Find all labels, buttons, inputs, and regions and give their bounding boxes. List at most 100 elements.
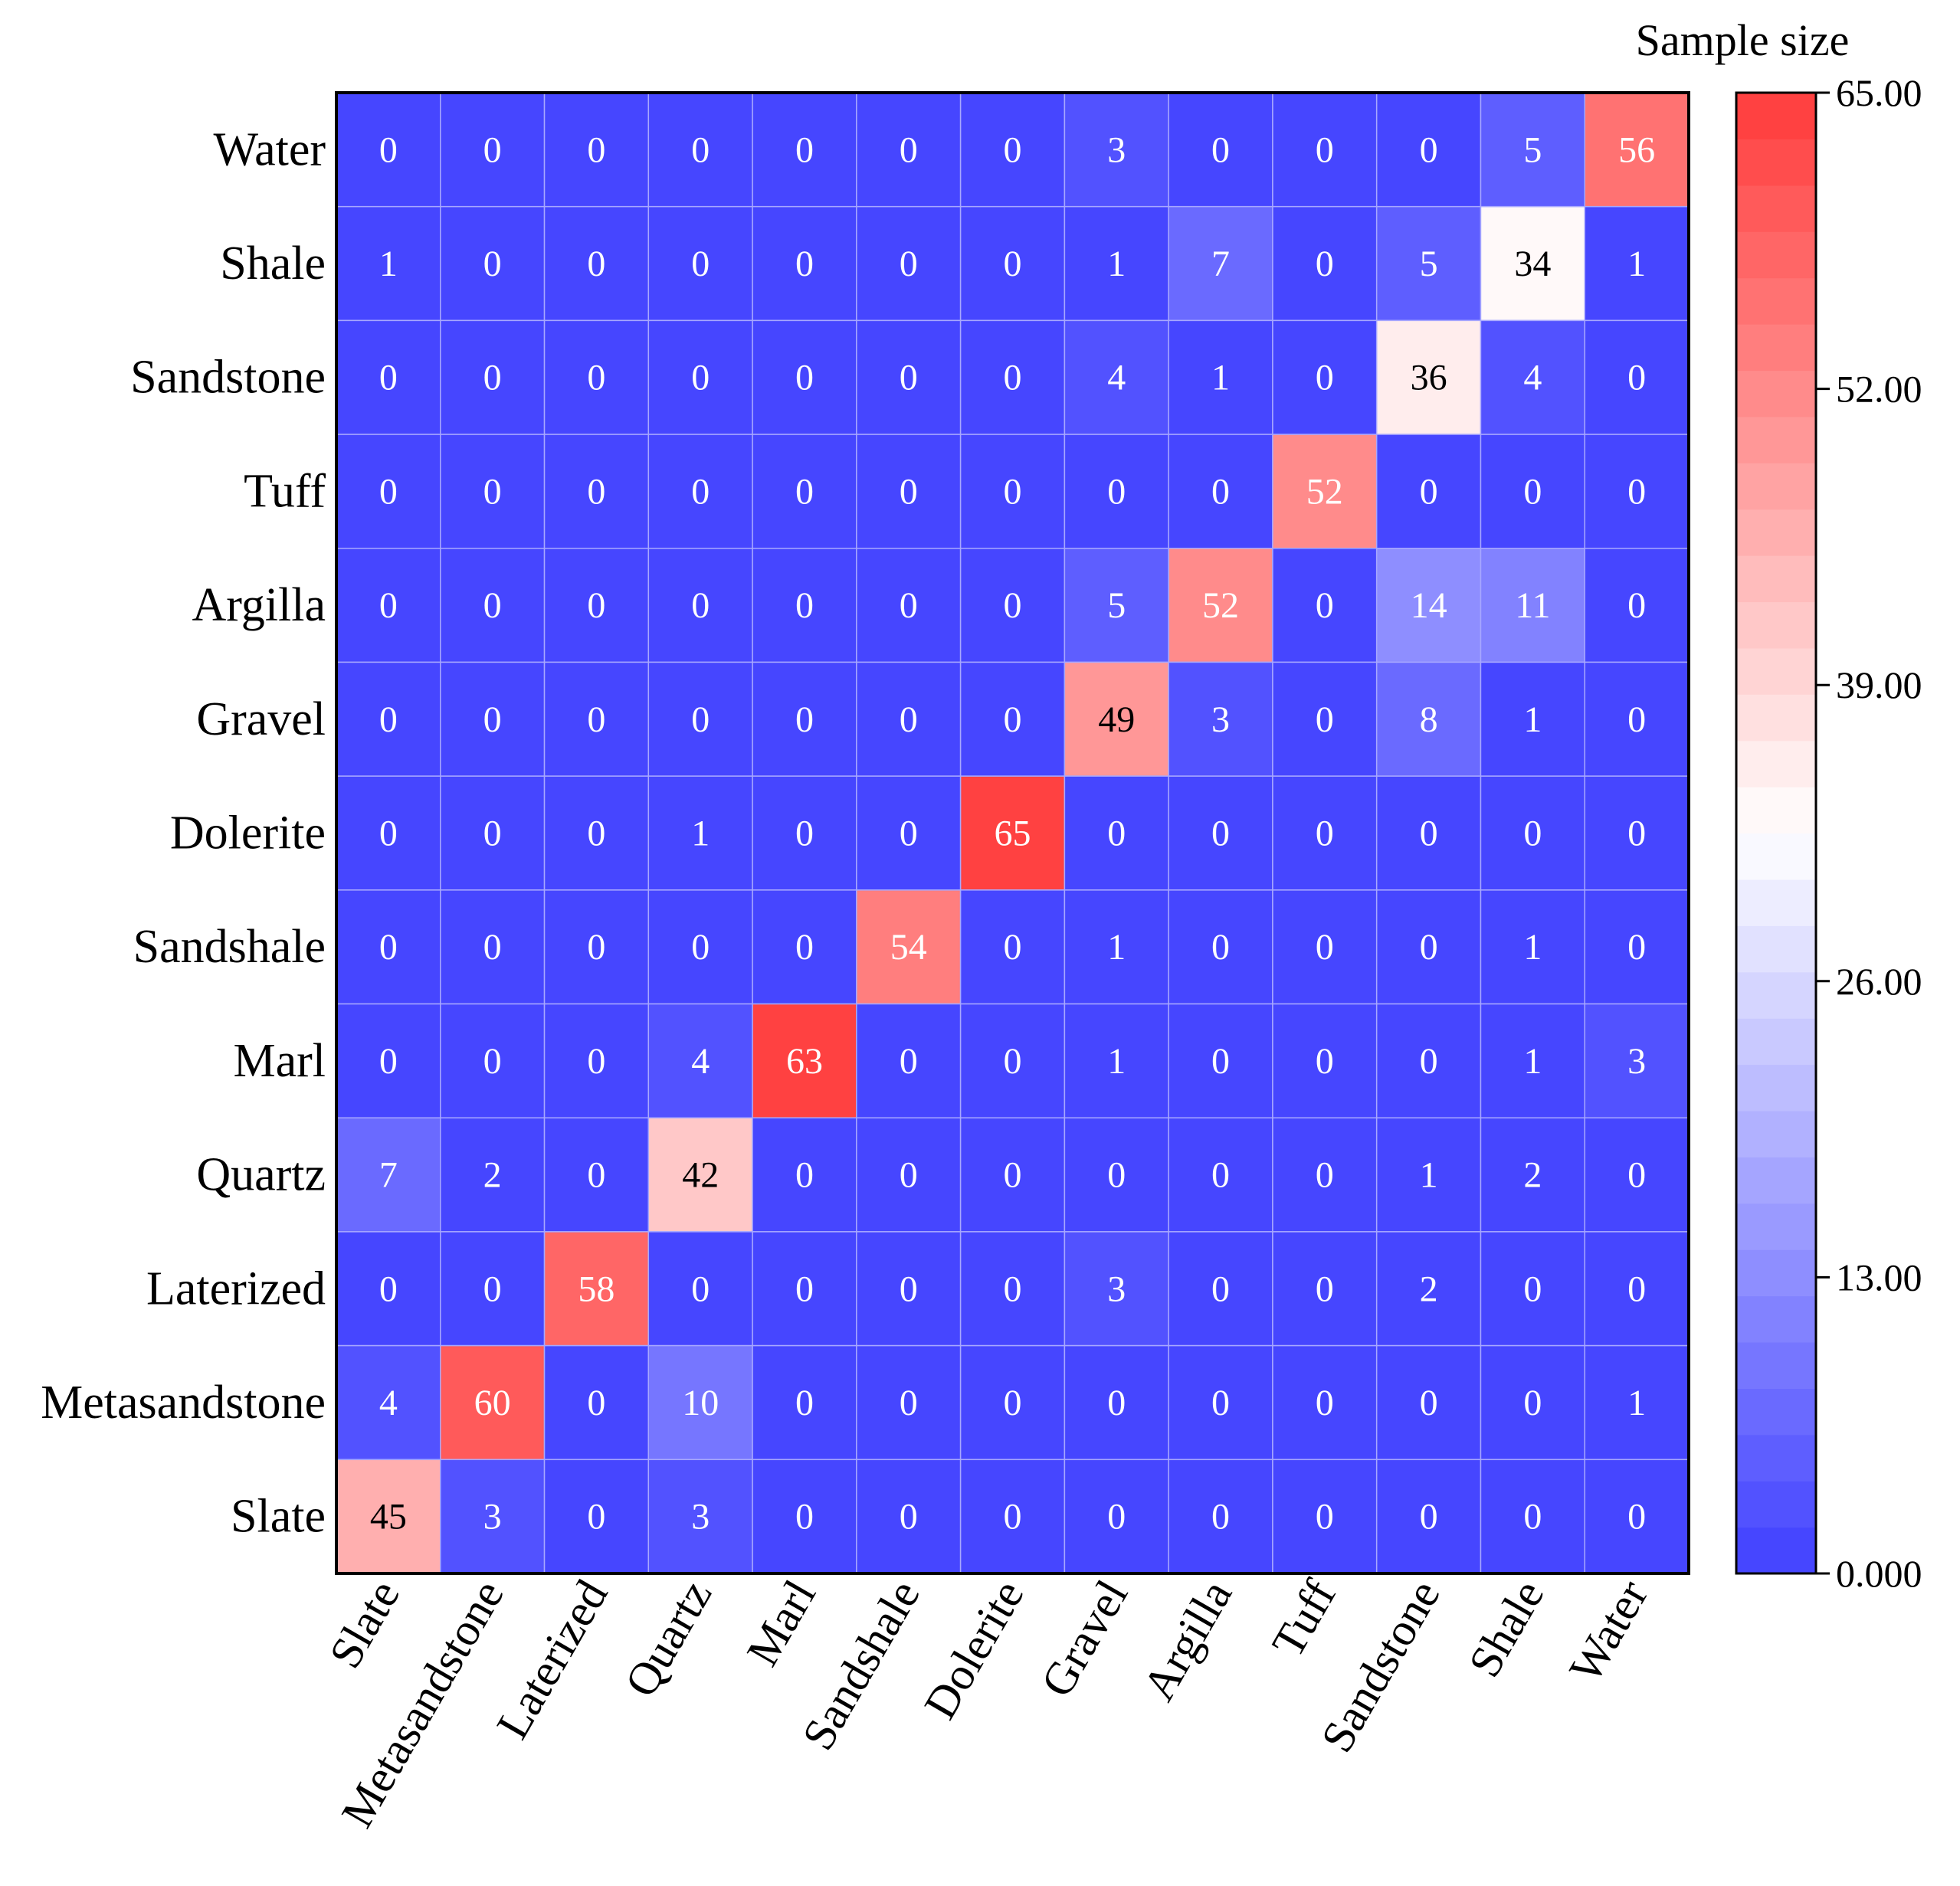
heatmap-cell xyxy=(440,1459,546,1574)
heatmap-cell xyxy=(1480,1344,1585,1461)
cell-value: 0 xyxy=(900,1383,918,1423)
cell-value: 10 xyxy=(682,1383,719,1423)
cell-value: 0 xyxy=(379,1041,398,1082)
cell-value: 58 xyxy=(578,1269,615,1309)
cell-value: 0 xyxy=(1523,471,1542,512)
cell-value: 0 xyxy=(900,129,918,170)
cell-value: 0 xyxy=(587,358,605,398)
cell-value: 0 xyxy=(1211,1383,1230,1423)
heatmap-cell xyxy=(856,1459,962,1574)
heatmap-cell xyxy=(647,1117,753,1233)
heatmap-cell xyxy=(1272,319,1378,435)
colorbar-level xyxy=(1736,1110,1816,1157)
cell-value: 0 xyxy=(379,927,398,968)
cell-value: 0 xyxy=(587,585,605,626)
colorbar-level xyxy=(1736,416,1816,463)
cell-value: 5 xyxy=(1523,129,1542,170)
heatmap-cell xyxy=(647,661,753,777)
cell-value: 0 xyxy=(795,129,814,170)
cell-value: 14 xyxy=(1411,585,1447,626)
cell-value: 1 xyxy=(1211,358,1230,398)
cell-value: 0 xyxy=(1420,1383,1438,1423)
heatmap-cell xyxy=(1064,205,1169,322)
heatmap-cell xyxy=(1064,1117,1169,1233)
cell-value: 0 xyxy=(1523,1497,1542,1537)
heatmap-cell xyxy=(543,775,650,891)
cell-value: 0 xyxy=(1004,699,1022,740)
heatmap-cell xyxy=(543,1344,650,1461)
colorbar-level xyxy=(1736,1249,1816,1297)
heatmap-cell xyxy=(1480,205,1585,322)
heatmap-cell xyxy=(1480,1459,1585,1574)
heatmap-cell xyxy=(647,548,753,663)
heatmap-cell xyxy=(1272,205,1378,322)
colorbar-level xyxy=(1736,1388,1816,1436)
cell-value: 0 xyxy=(587,1041,605,1082)
heatmap-cell xyxy=(856,434,962,549)
cell-value: 0 xyxy=(900,585,918,626)
heatmap-cell xyxy=(856,1003,962,1118)
heatmap-cell xyxy=(752,775,857,891)
cell-value: 56 xyxy=(1618,129,1655,170)
cell-value: 0 xyxy=(1523,814,1542,854)
heatmap-cell xyxy=(647,1003,753,1118)
heatmap-cell xyxy=(336,434,441,549)
cell-value: 1 xyxy=(1107,244,1126,284)
cell-value: 0 xyxy=(1316,1041,1334,1082)
cell-value: 0 xyxy=(1420,814,1438,854)
cell-value: 0 xyxy=(691,471,710,512)
y-tick-label: Marl xyxy=(233,1035,326,1087)
cell-value: 0 xyxy=(1420,1497,1438,1537)
cell-value: 1 xyxy=(1523,1041,1542,1082)
cell-value: 0 xyxy=(795,814,814,854)
cell-value: 1 xyxy=(1627,244,1646,284)
y-tick-label: Argilla xyxy=(192,579,326,631)
cell-value: 0 xyxy=(483,129,502,170)
cell-value: 0 xyxy=(1316,814,1334,854)
cell-value: 2 xyxy=(483,1155,502,1196)
heatmap-cell xyxy=(1064,1003,1169,1118)
heatmap-cell xyxy=(959,775,1066,891)
colorbar-level xyxy=(1736,1434,1816,1482)
cell-value: 42 xyxy=(682,1155,719,1196)
cell-value: 0 xyxy=(483,927,502,968)
cell-value: 0 xyxy=(1627,927,1646,968)
x-tick-label: Shale xyxy=(1459,1572,1554,1685)
y-tick-label: Gravel xyxy=(196,693,326,745)
colorbar-frame xyxy=(1735,91,1817,1575)
colorbar-level xyxy=(1736,139,1816,186)
cell-value: 3 xyxy=(483,1497,502,1537)
cell-value: 0 xyxy=(1316,1155,1334,1196)
cell-value: 0 xyxy=(795,358,814,398)
heatmap-cell xyxy=(752,1117,857,1233)
cell-value: 0 xyxy=(795,585,814,626)
heatmap-cell xyxy=(1064,775,1169,891)
heatmap-cell xyxy=(1375,1117,1482,1233)
y-tick-label: Dolerite xyxy=(170,807,326,860)
cell-value: 0 xyxy=(691,244,710,284)
cell-value: 0 xyxy=(379,129,398,170)
colorbar-level xyxy=(1736,555,1816,603)
cell-value: 0 xyxy=(1107,471,1126,512)
y-tick-label: Water xyxy=(214,123,326,175)
cell-value: 0 xyxy=(1107,1383,1126,1423)
cell-value: 4 xyxy=(691,1041,710,1082)
cell-value: 0 xyxy=(795,471,814,512)
heatmap-cell xyxy=(440,1003,546,1118)
cell-value: 0 xyxy=(1420,1041,1438,1082)
cell-value: 36 xyxy=(1411,358,1447,398)
heatmap-cell xyxy=(1375,434,1482,549)
cell-value: 0 xyxy=(1627,358,1646,398)
colorbar-level xyxy=(1736,1341,1816,1389)
heatmap-cell xyxy=(1375,1344,1482,1461)
heatmap-cell xyxy=(543,1003,650,1118)
cell-value: 0 xyxy=(483,585,502,626)
heatmap-cell xyxy=(543,434,650,549)
heatmap-cell xyxy=(1480,548,1585,663)
heatmap-cell xyxy=(1168,889,1273,1005)
heatmap-cell xyxy=(440,661,546,777)
cell-value: 63 xyxy=(786,1041,823,1082)
cell-value: 4 xyxy=(1107,358,1126,398)
heatmap-cell xyxy=(1375,319,1482,435)
